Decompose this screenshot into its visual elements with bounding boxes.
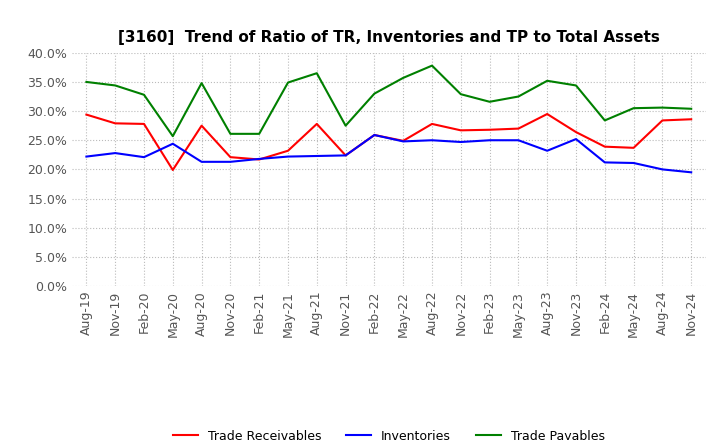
Line: Inventories: Inventories [86,135,691,172]
Trade Receivables [255,157,264,162]
Trade Payables [168,133,177,139]
Inventories [226,159,235,165]
Trade Receivables [168,167,177,172]
Trade Payables [572,83,580,88]
Inventories [341,153,350,158]
Trade Payables [600,118,609,123]
Trade Receivables [197,123,206,128]
Trade Receivables [543,111,552,117]
Trade Receivables [370,132,379,138]
Inventories [111,150,120,156]
Trade Receivables [600,144,609,149]
Trade Receivables [140,121,148,127]
Inventories [284,154,292,159]
Trade Payables [197,81,206,86]
Trade Payables [399,75,408,81]
Trade Receivables [111,121,120,126]
Trade Payables [284,80,292,85]
Trade Receivables [284,148,292,154]
Line: Trade Payables: Trade Payables [86,66,691,136]
Inventories [600,160,609,165]
Inventories [572,136,580,142]
Trade Receivables [572,129,580,135]
Trade Receivables [629,145,638,150]
Trade Receivables [428,121,436,127]
Trade Receivables [658,118,667,123]
Trade Receivables [226,154,235,160]
Line: Trade Receivables: Trade Receivables [86,114,691,170]
Trade Payables [111,83,120,88]
Inventories [687,170,696,175]
Inventories [312,154,321,159]
Legend: Trade Receivables, Inventories, Trade Payables: Trade Receivables, Inventories, Trade Pa… [168,425,610,440]
Inventories [658,167,667,172]
Trade Receivables [341,153,350,158]
Inventories [82,154,91,159]
Trade Receivables [312,121,321,127]
Inventories [485,138,494,143]
Trade Payables [140,92,148,97]
Inventories [514,138,523,143]
Trade Payables [370,91,379,96]
Inventories [456,139,465,145]
Trade Payables [543,78,552,84]
Trade Receivables [399,138,408,143]
Trade Receivables [456,128,465,133]
Trade Payables [629,106,638,111]
Trade Receivables [485,127,494,132]
Inventories [255,156,264,161]
Trade Payables [255,131,264,136]
Inventories [197,159,206,165]
Trade Payables [82,79,91,84]
Inventories [370,132,379,138]
Trade Payables [485,99,494,104]
Trade Payables [428,63,436,68]
Trade Payables [514,94,523,99]
Inventories [543,148,552,154]
Inventories [140,154,148,160]
Inventories [428,138,436,143]
Inventories [168,141,177,147]
Title: [3160]  Trend of Ratio of TR, Inventories and TP to Total Assets: [3160] Trend of Ratio of TR, Inventories… [118,29,660,45]
Trade Receivables [514,126,523,131]
Trade Receivables [82,112,91,117]
Trade Payables [226,131,235,136]
Trade Payables [658,105,667,110]
Trade Payables [456,92,465,97]
Trade Payables [341,123,350,128]
Inventories [629,160,638,165]
Inventories [399,139,408,144]
Trade Receivables [687,117,696,122]
Trade Payables [687,106,696,111]
Trade Payables [312,70,321,76]
